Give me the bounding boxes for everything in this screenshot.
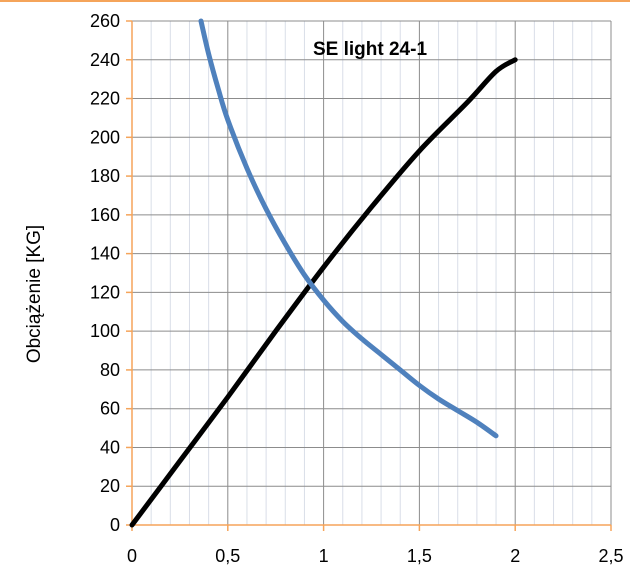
y-tick-label: 40 (100, 437, 120, 457)
top-border (0, 0, 630, 2)
x-tick-label: 1 (319, 546, 329, 566)
y-tick-label: 80 (100, 360, 120, 380)
axes (126, 20, 612, 531)
minor-grid (150, 21, 593, 525)
y-tick-label: 260 (90, 11, 120, 31)
x-tick-label: 2,5 (598, 546, 623, 566)
chart-title: SE light 24-1 (313, 39, 427, 60)
y-tick-label: 180 (90, 166, 120, 186)
y-axis-label: Obciążenie [KG] (24, 225, 45, 363)
x-tick-label: 1,5 (407, 546, 432, 566)
y-tick-label: 140 (90, 244, 120, 264)
y-tick-label: 100 (90, 321, 120, 341)
series-lines (129, 18, 518, 528)
y-tick-labels: 0 20 40 60 80 100 120 140 160 180 200 220 240 260 (90, 11, 120, 535)
y-tick-label: 200 (90, 127, 120, 147)
y-tick-label: 160 (90, 205, 120, 225)
y-tick-label: 60 (100, 399, 120, 419)
x-tick-labels: 0 0,5 1 1,5 2 2,5 (127, 546, 624, 566)
x-tick-label: 0 (127, 546, 137, 566)
y-tick-label: 220 (90, 89, 120, 109)
x-tick-label: 0,5 (215, 546, 240, 566)
y-tick-label: 120 (90, 282, 120, 302)
major-grid (132, 20, 612, 525)
y-tick-label: 0 (110, 515, 120, 535)
y-tick-label: 240 (90, 50, 120, 70)
series-line-2 (198, 18, 499, 439)
series-line-1 (129, 57, 518, 528)
x-tick-label: 2 (510, 546, 520, 566)
y-tick-label: 20 (100, 476, 120, 496)
